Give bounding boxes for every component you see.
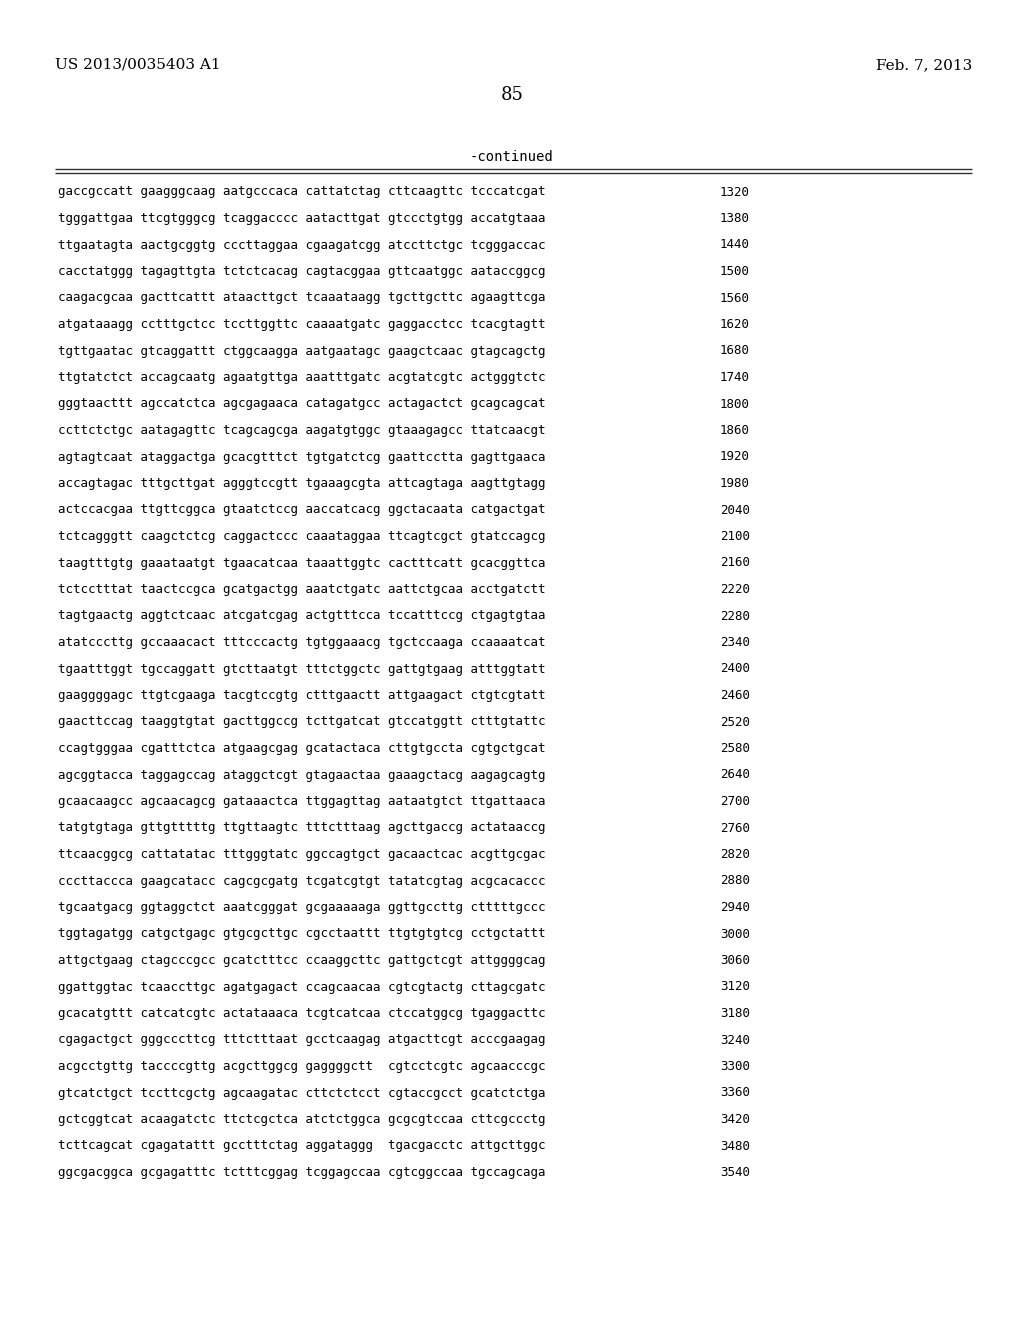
Text: 3540: 3540 [720,1166,750,1179]
Text: gcacatgttt catcatcgtc actataaaca tcgtcatcaa ctccatggcg tgaggacttc: gcacatgttt catcatcgtc actataaaca tcgtcat… [58,1007,546,1020]
Text: actccacgaa ttgttcggca gtaatctccg aaccatcacg ggctacaata catgactgat: actccacgaa ttgttcggca gtaatctccg aaccatc… [58,503,546,516]
Text: 1860: 1860 [720,424,750,437]
Text: cacctatggg tagagttgta tctctcacag cagtacggaa gttcaatggc aataccggcg: cacctatggg tagagttgta tctctcacag cagtacg… [58,265,546,279]
Text: tggtagatgg catgctgagc gtgcgcttgc cgcctaattt ttgtgtgtcg cctgctattt: tggtagatgg catgctgagc gtgcgcttgc cgcctaa… [58,928,546,940]
Text: 1800: 1800 [720,397,750,411]
Text: 3180: 3180 [720,1007,750,1020]
Text: 2880: 2880 [720,874,750,887]
Text: ttcaacggcg cattatatac tttgggtatc ggccagtgct gacaactcac acgttgcgac: ttcaacggcg cattatatac tttgggtatc ggccagt… [58,847,546,861]
Text: 2820: 2820 [720,847,750,861]
Text: cgagactgct gggcccttcg tttctttaat gcctcaagag atgacttcgt acccgaagag: cgagactgct gggcccttcg tttctttaat gcctcaa… [58,1034,546,1047]
Text: -continued: -continued [470,150,554,164]
Text: tctcctttat taactccgca gcatgactgg aaatctgatc aattctgcaa acctgatctt: tctcctttat taactccgca gcatgactgg aaatctg… [58,583,546,597]
Text: 1380: 1380 [720,213,750,224]
Text: 2280: 2280 [720,610,750,623]
Text: gaacttccag taaggtgtat gacttggccg tcttgatcat gtccatggtt ctttgtattc: gaacttccag taaggtgtat gacttggccg tcttgat… [58,715,546,729]
Text: tgaatttggt tgccaggatt gtcttaatgt tttctggctc gattgtgaag atttggtatt: tgaatttggt tgccaggatt gtcttaatgt tttctgg… [58,663,546,676]
Text: 2160: 2160 [720,557,750,569]
Text: 3480: 3480 [720,1139,750,1152]
Text: 2340: 2340 [720,636,750,649]
Text: 2760: 2760 [720,821,750,834]
Text: 2700: 2700 [720,795,750,808]
Text: agtagtcaat ataggactga gcacgtttct tgtgatctcg gaattcctta gagttgaaca: agtagtcaat ataggactga gcacgtttct tgtgatc… [58,450,546,463]
Text: attgctgaag ctagcccgcc gcatctttcc ccaaggcttc gattgctcgt attggggcag: attgctgaag ctagcccgcc gcatctttcc ccaaggc… [58,954,546,968]
Text: taagtttgtg gaaataatgt tgaacatcaa taaattggtc cactttcatt gcacggttca: taagtttgtg gaaataatgt tgaacatcaa taaattg… [58,557,546,569]
Text: caagacgcaa gacttcattt ataacttgct tcaaataagg tgcttgcttc agaagttcga: caagacgcaa gacttcattt ataacttgct tcaaata… [58,292,546,305]
Text: ccagtgggaa cgatttctca atgaagcgag gcatactaca cttgtgccta cgtgctgcat: ccagtgggaa cgatttctca atgaagcgag gcatact… [58,742,546,755]
Text: gaccgccatt gaagggcaag aatgcccaca cattatctag cttcaagttc tcccatcgat: gaccgccatt gaagggcaag aatgcccaca cattatc… [58,186,546,198]
Text: ccttctctgc aatagagttc tcagcagcga aagatgtggc gtaaagagcc ttatcaacgt: ccttctctgc aatagagttc tcagcagcga aagatgt… [58,424,546,437]
Text: Feb. 7, 2013: Feb. 7, 2013 [876,58,972,73]
Text: tctcagggtt caagctctcg caggactccc caaataggaa ttcagtcgct gtatccagcg: tctcagggtt caagctctcg caggactccc caaatag… [58,531,546,543]
Text: tcttcagcat cgagatattt gcctttctag aggataggg  tgacgacctc attgcttggc: tcttcagcat cgagatattt gcctttctag aggatag… [58,1139,546,1152]
Text: 3420: 3420 [720,1113,750,1126]
Text: agcggtacca taggagccag ataggctcgt gtagaactaa gaaagctacg aagagcagtg: agcggtacca taggagccag ataggctcgt gtagaac… [58,768,546,781]
Text: 1920: 1920 [720,450,750,463]
Text: 3000: 3000 [720,928,750,940]
Text: 3060: 3060 [720,954,750,968]
Text: 2040: 2040 [720,503,750,516]
Text: 3120: 3120 [720,981,750,994]
Text: 1740: 1740 [720,371,750,384]
Text: gctcggtcat acaagatctc ttctcgctca atctctggca gcgcgtccaa cttcgccctg: gctcggtcat acaagatctc ttctcgctca atctctg… [58,1113,546,1126]
Text: 2580: 2580 [720,742,750,755]
Text: 2400: 2400 [720,663,750,676]
Text: 3300: 3300 [720,1060,750,1073]
Text: 1620: 1620 [720,318,750,331]
Text: 1320: 1320 [720,186,750,198]
Text: accagtagac tttgcttgat agggtccgtt tgaaagcgta attcagtaga aagttgtagg: accagtagac tttgcttgat agggtccgtt tgaaagc… [58,477,546,490]
Text: tatgtgtaga gttgtttttg ttgttaagtc tttctttaag agcttgaccg actataaccg: tatgtgtaga gttgtttttg ttgttaagtc tttcttt… [58,821,546,834]
Text: tgttgaatac gtcaggattt ctggcaagga aatgaatagc gaagctcaac gtagcagctg: tgttgaatac gtcaggattt ctggcaagga aatgaat… [58,345,546,358]
Text: acgcctgttg taccccgttg acgcttggcg gaggggctt  cgtcctcgtc agcaacccgc: acgcctgttg taccccgttg acgcttggcg gaggggc… [58,1060,546,1073]
Text: tgcaatgacg ggtaggctct aaatcgggat gcgaaaaaga ggttgccttg ctttttgccc: tgcaatgacg ggtaggctct aaatcgggat gcgaaaa… [58,902,546,913]
Text: 85: 85 [501,86,523,104]
Text: 1980: 1980 [720,477,750,490]
Text: gcaacaagcc agcaacagcg gataaactca ttggagttag aataatgtct ttgattaaca: gcaacaagcc agcaacagcg gataaactca ttggagt… [58,795,546,808]
Text: 3240: 3240 [720,1034,750,1047]
Text: 2100: 2100 [720,531,750,543]
Text: 2460: 2460 [720,689,750,702]
Text: 1560: 1560 [720,292,750,305]
Text: atgataaagg cctttgctcc tccttggttc caaaatgatc gaggacctcc tcacgtagtt: atgataaagg cctttgctcc tccttggttc caaaatg… [58,318,546,331]
Text: ttgtatctct accagcaatg agaatgttga aaatttgatc acgtatcgtc actgggtctc: ttgtatctct accagcaatg agaatgttga aaatttg… [58,371,546,384]
Text: 2520: 2520 [720,715,750,729]
Text: tagtgaactg aggtctcaac atcgatcgag actgtttcca tccatttccg ctgagtgtaa: tagtgaactg aggtctcaac atcgatcgag actgttt… [58,610,546,623]
Text: atatcccttg gccaaacact tttcccactg tgtggaaacg tgctccaaga ccaaaatcat: atatcccttg gccaaacact tttcccactg tgtggaa… [58,636,546,649]
Text: 2940: 2940 [720,902,750,913]
Text: 1440: 1440 [720,239,750,252]
Text: gggtaacttt agccatctca agcgagaaca catagatgcc actagactct gcagcagcat: gggtaacttt agccatctca agcgagaaca catagat… [58,397,546,411]
Text: 2220: 2220 [720,583,750,597]
Text: cccttaccca gaagcatacc cagcgcgatg tcgatcgtgt tatatcgtag acgcacaccc: cccttaccca gaagcatacc cagcgcgatg tcgatcg… [58,874,546,887]
Text: US 2013/0035403 A1: US 2013/0035403 A1 [55,58,220,73]
Text: gtcatctgct tccttcgctg agcaagatac cttctctcct cgtaccgcct gcatctctga: gtcatctgct tccttcgctg agcaagatac cttctct… [58,1086,546,1100]
Text: 3360: 3360 [720,1086,750,1100]
Text: tgggattgaa ttcgtgggcg tcaggacccc aatacttgat gtccctgtgg accatgtaaa: tgggattgaa ttcgtgggcg tcaggacccc aatactt… [58,213,546,224]
Text: ttgaatagta aactgcggtg cccttaggaa cgaagatcgg atccttctgc tcgggaccac: ttgaatagta aactgcggtg cccttaggaa cgaagat… [58,239,546,252]
Text: 1680: 1680 [720,345,750,358]
Text: ggcgacggca gcgagatttc tctttcggag tcggagccaa cgtcggccaa tgccagcaga: ggcgacggca gcgagatttc tctttcggag tcggagc… [58,1166,546,1179]
Text: 1500: 1500 [720,265,750,279]
Text: ggattggtac tcaaccttgc agatgagact ccagcaacaa cgtcgtactg cttagcgatc: ggattggtac tcaaccttgc agatgagact ccagcaa… [58,981,546,994]
Text: 2640: 2640 [720,768,750,781]
Text: gaaggggagc ttgtcgaaga tacgtccgtg ctttgaactt attgaagact ctgtcgtatt: gaaggggagc ttgtcgaaga tacgtccgtg ctttgaa… [58,689,546,702]
